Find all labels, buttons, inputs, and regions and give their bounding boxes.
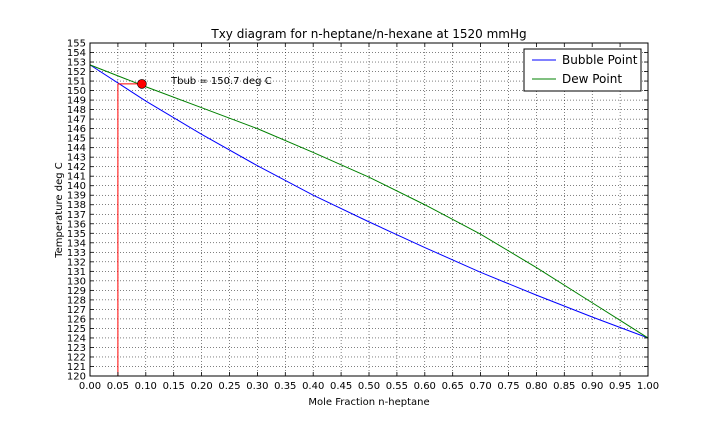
x-tick-label: 0.40 [302,381,324,392]
vapor-composition-marker [137,79,147,89]
y-tick-label: 149 [67,96,86,107]
x-tick-label: 0.60 [414,381,436,392]
y-tick-label: 130 [67,276,86,287]
x-tick-label: 0.00 [79,381,101,392]
y-tick-label: 128 [67,295,86,306]
x-tick-label: 0.15 [163,381,185,392]
y-tick-label: 147 [67,115,86,126]
y-tick-label: 125 [67,324,86,335]
y-tick-label: 136 [67,219,86,230]
x-tick-label: 0.85 [553,381,575,392]
y-tick-label: 137 [67,210,86,221]
bubble-point-curve [89,64,649,339]
legend-label-dew-point: Dew Point [562,72,622,86]
y-tick-label: 148 [67,105,86,116]
x-tick-label: 0.90 [581,381,603,392]
chart-title: Txy diagram for n-heptane/n-hexane at 15… [210,27,526,41]
y-tick-label: 144 [67,143,86,154]
y-tick-label: 132 [67,257,86,268]
x-tick-label: 1.00 [637,381,659,392]
y-tick-label: 124 [67,333,86,344]
axis-ticks: 0.00 0.05 0.10 0.15 0.20 0.25 0.30 0.35 0.40 0.45… [67,39,659,393]
y-tick-label: 151 [67,77,86,88]
y-tick-label: 133 [67,248,86,259]
y-tick-label: 140 [67,181,86,192]
x-tick-label: 0.20 [190,381,212,392]
y-tick-label: 121 [67,362,86,373]
x-tick-label: 0.45 [330,381,352,392]
y-tick-label: 126 [67,314,86,325]
legend: Bubble Point Dew Point [523,48,642,92]
legend-label-bubble-point: Bubble Point [562,53,638,67]
x-tick-label: 0.55 [386,381,408,392]
plot-area [90,43,648,376]
x-tick-label: 0.50 [358,381,380,392]
y-tick-label: 145 [67,134,86,145]
y-tick-label: 135 [67,229,86,240]
y-tick-label: 120 [67,372,86,383]
x-tick-label: 0.10 [135,381,157,392]
x-axis-title: Mole Fraction n-heptane [308,397,429,408]
x-tick-label: 0.95 [609,381,631,392]
y-tick-label: 129 [67,286,86,297]
y-tick-label: 134 [67,238,86,249]
legend-box [523,48,642,92]
y-tick-label: 122 [67,352,86,363]
grid-lines [90,43,648,376]
bubble-point-construction [117,79,147,376]
y-tick-label: 150 [67,86,86,97]
y-tick-label: 139 [67,191,86,202]
dew-point-curve [89,64,649,339]
y-tick-label: 146 [67,124,86,135]
x-tick-label: 0.75 [497,381,519,392]
y-tick-label: 131 [67,267,86,278]
y-tick-label: 155 [67,39,86,50]
y-tick-label: 138 [67,200,86,211]
bubble-temperature-annotation: Tbub = 150.7 deg C [170,76,272,87]
y-tick-label: 153 [67,58,86,69]
y-axis-title: Temperature deg C [54,162,65,259]
y-tick-label: 127 [67,305,86,316]
x-tick-label: 0.05 [107,381,129,392]
x-tick-label: 0.30 [246,381,268,392]
y-tick-label: 154 [67,48,86,59]
y-tick-label: 143 [67,153,86,164]
x-tick-label: 0.25 [218,381,240,392]
y-tick-label: 141 [67,172,86,183]
x-tick-label: 0.35 [274,381,296,392]
x-tick-label: 0.80 [525,381,547,392]
y-tick-label: 142 [67,162,86,173]
x-tick-label: 0.70 [469,381,491,392]
y-tick-label: 123 [67,343,86,354]
y-tick-label: 152 [67,67,86,78]
data-series [89,64,649,339]
x-tick-label: 0.65 [442,381,464,392]
